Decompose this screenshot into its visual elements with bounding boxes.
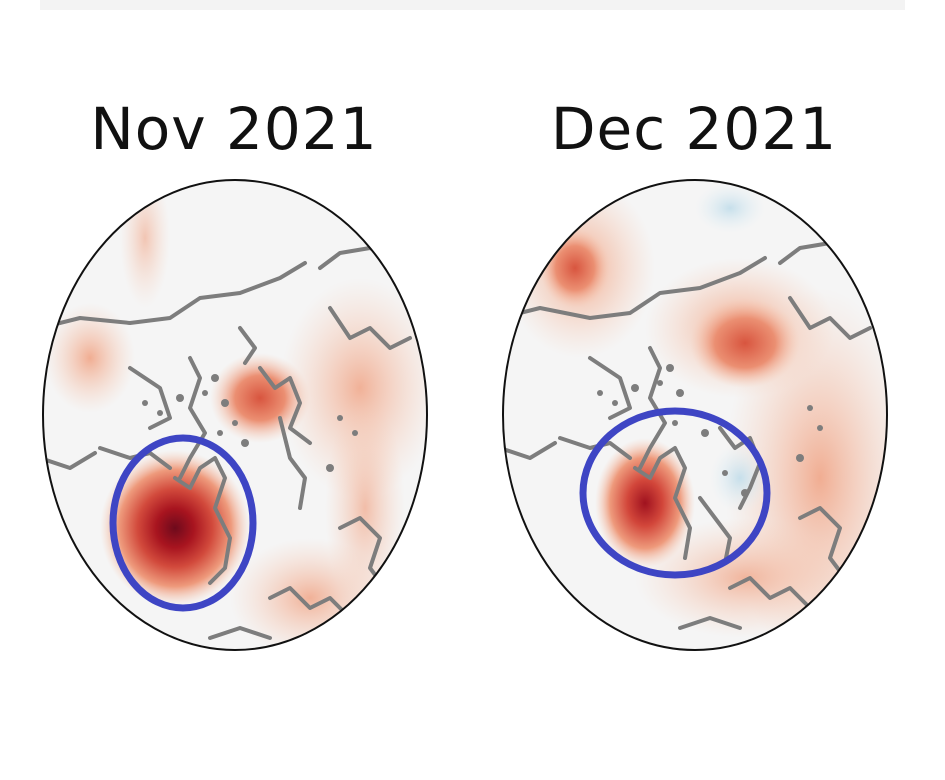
- island-dots: [142, 374, 358, 472]
- map-border: [502, 179, 888, 651]
- map-dec: [502, 179, 888, 651]
- panel-title-nov: Nov 2021: [90, 95, 378, 163]
- map-nov: [42, 179, 428, 651]
- island-dots: [597, 364, 823, 497]
- map-border: [42, 179, 428, 651]
- map-panel-nov: [40, 178, 430, 653]
- highlight-ellipse: [579, 407, 771, 579]
- highlight-ellipse: [109, 434, 257, 612]
- panel-title-dec: Dec 2021: [550, 95, 838, 163]
- map-panel-dec: [500, 178, 890, 653]
- top-strip: [40, 0, 905, 10]
